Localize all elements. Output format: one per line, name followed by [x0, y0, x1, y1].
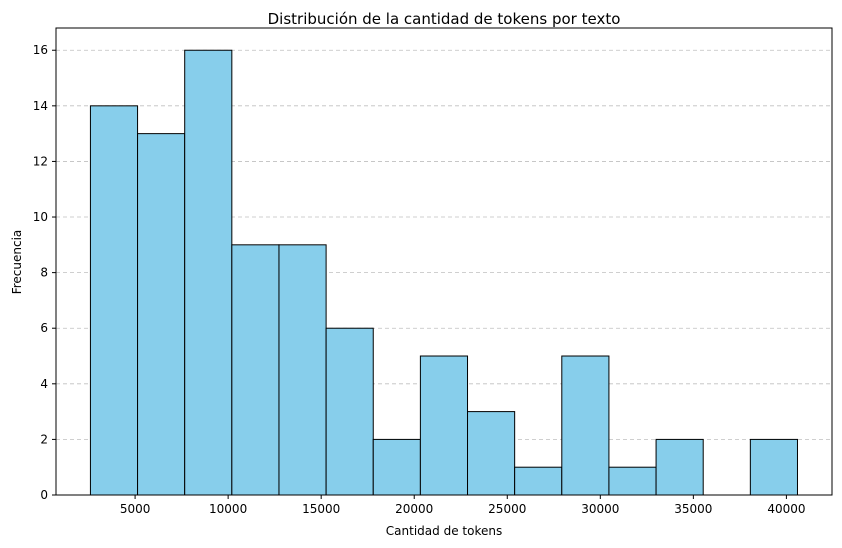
y-axis-label: Frecuencia [10, 230, 24, 295]
y-tick-label-3: 6 [40, 321, 48, 335]
bar-1 [137, 133, 186, 496]
bar-9 [514, 466, 563, 496]
y-tick-label-7: 14 [33, 99, 48, 113]
y-tick-label-6: 12 [33, 154, 48, 168]
x-tick-label-6: 35000 [674, 502, 712, 516]
y-tick-label-1: 2 [40, 432, 48, 446]
bars [89, 49, 798, 496]
x-tick-label-3: 20000 [395, 502, 433, 516]
bar-3 [231, 244, 280, 496]
y-axis-ticks: 0 2 4 6 8 10 12 14 16 [33, 43, 56, 502]
bar-10 [561, 355, 610, 496]
bar-6 [372, 438, 421, 496]
x-tick-label-2: 15000 [302, 502, 340, 516]
bar-5 [325, 327, 374, 496]
y-tick-label-5: 10 [33, 210, 48, 224]
bar-12 [655, 438, 704, 496]
y-tick-label-4: 8 [40, 266, 48, 280]
bar-11 [608, 466, 657, 496]
x-tick-label-0: 5000 [120, 502, 151, 516]
chart-title: Distribución de la cantidad de tokens po… [268, 10, 621, 28]
plot-frame [55, 27, 833, 496]
x-tick-label-5: 30000 [581, 502, 619, 516]
x-tick-label-4: 25000 [488, 502, 526, 516]
bar-14 [749, 438, 798, 496]
x-tick-label-1: 10000 [209, 502, 247, 516]
bar-2 [184, 49, 233, 496]
y-tick-label-8: 16 [33, 43, 48, 57]
x-tick-label-7: 40000 [767, 502, 805, 516]
y-tick-label-2: 4 [40, 377, 48, 391]
x-axis-ticks: 5000 10000 15000 20000 25000 30000 35000 40000 [120, 495, 806, 516]
x-axis-label: Cantidad de tokens [386, 524, 502, 538]
y-tick-label-0: 0 [40, 488, 48, 502]
bar-7 [419, 355, 469, 496]
bar-0 [89, 105, 139, 496]
bar-4 [278, 244, 327, 496]
bar-8 [467, 411, 516, 496]
